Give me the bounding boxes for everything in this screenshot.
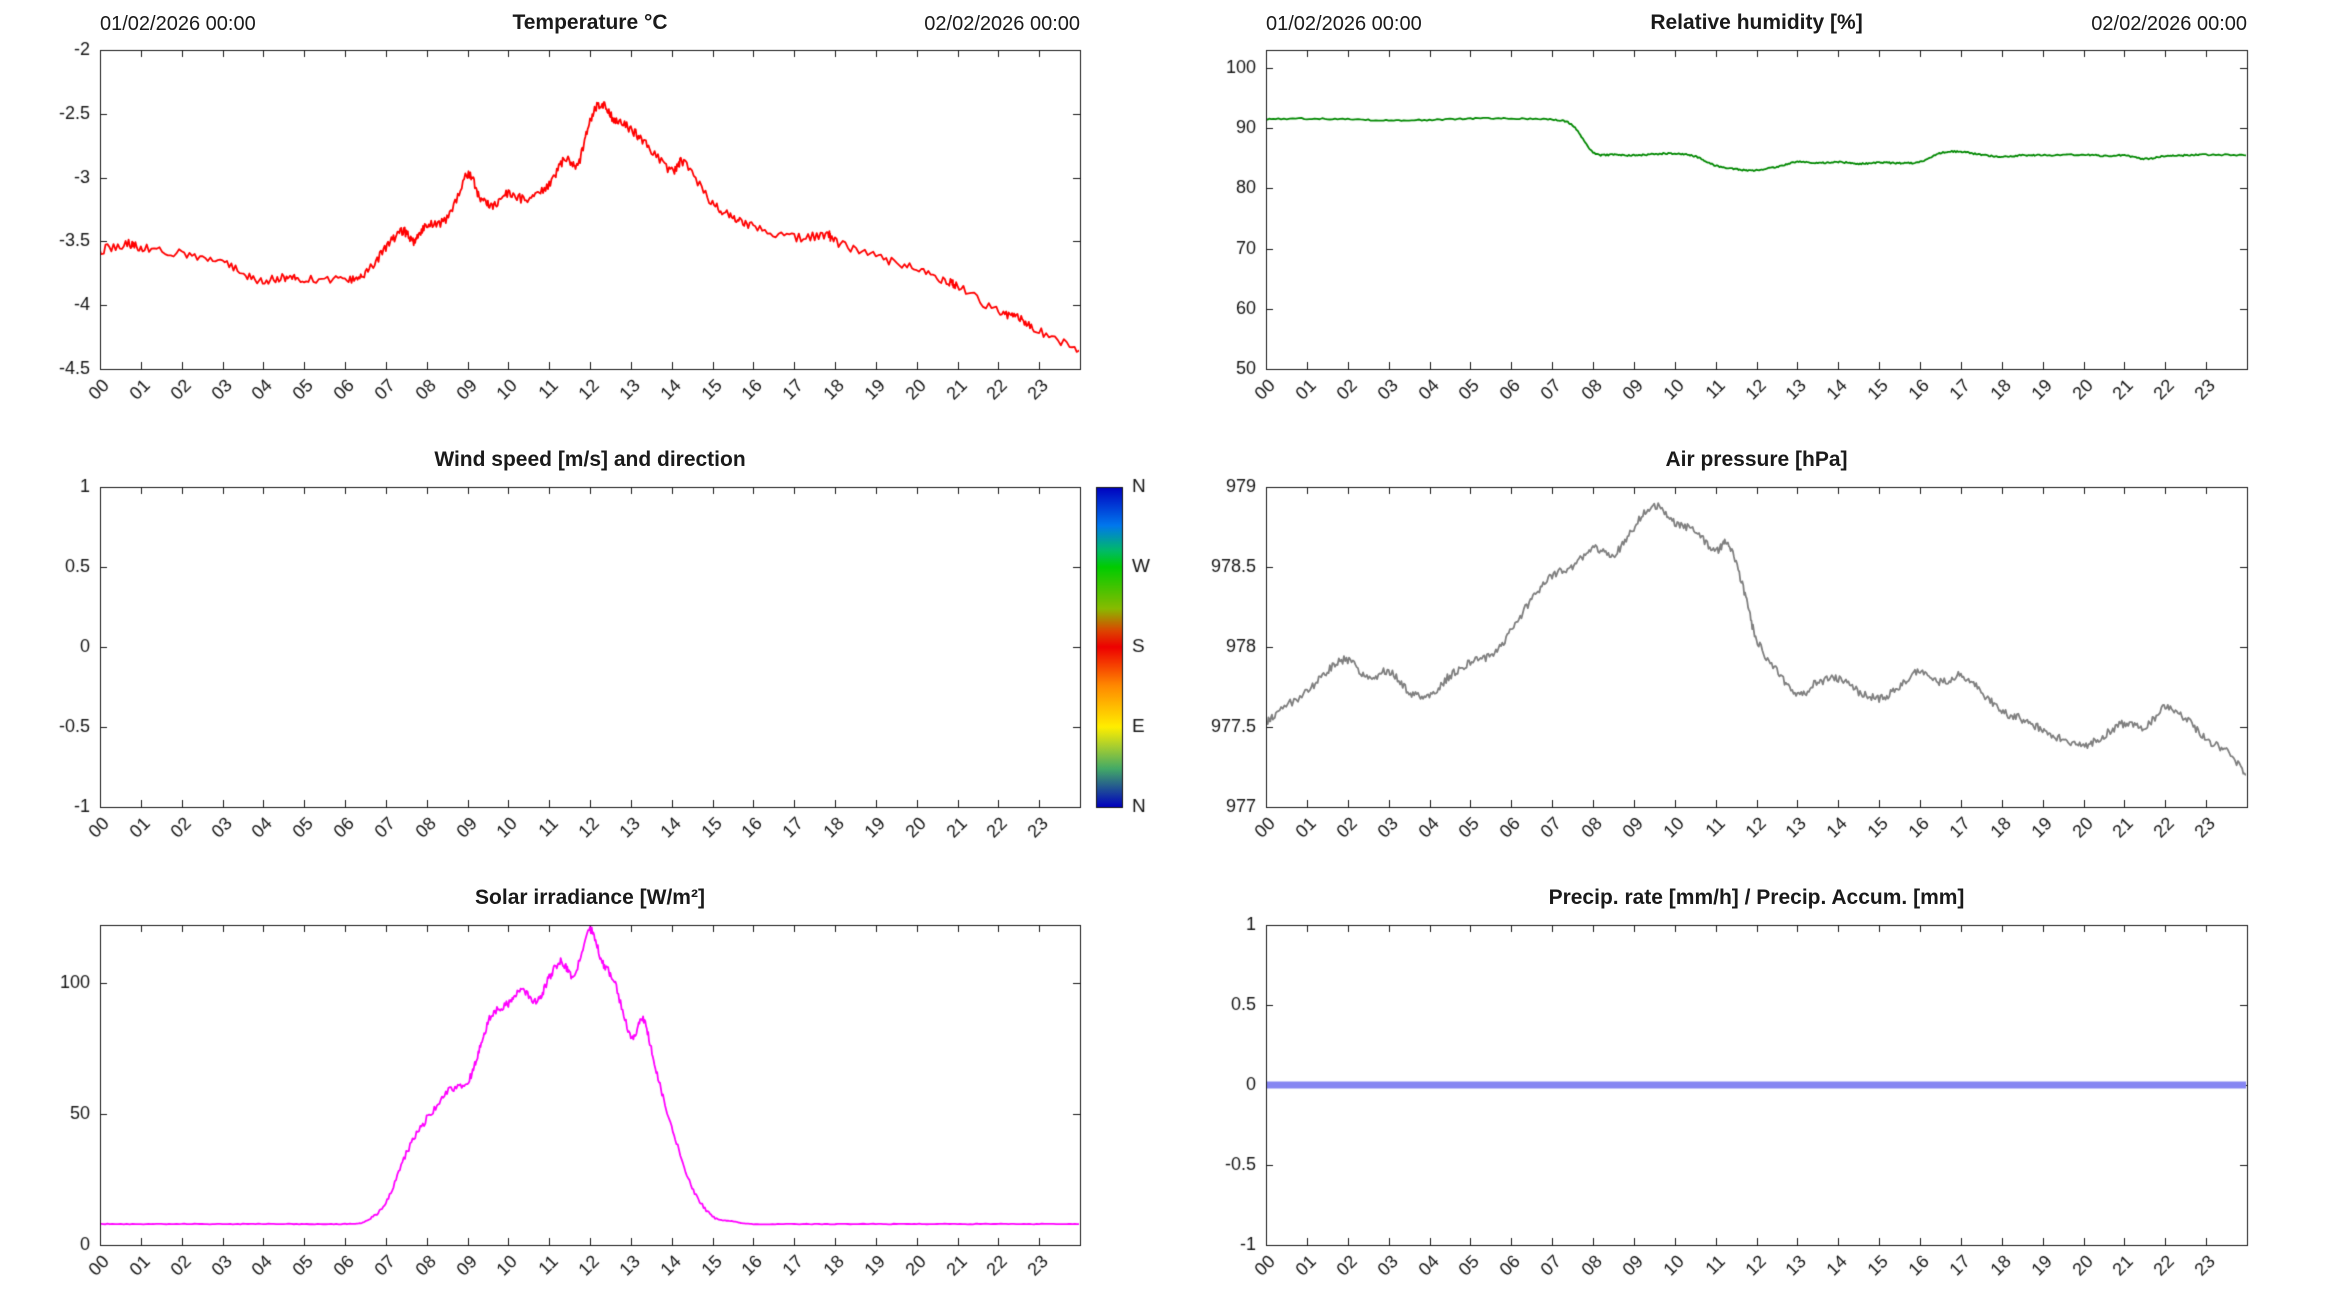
chart-cell-solar: Solar irradiance [W/m²] — [0, 875, 1166, 1313]
chart-cell-temperature: 01/02/2026 00:00 Temperature °C 02/02/20… — [0, 0, 1166, 437]
chart-cell-humidity: 01/02/2026 00:00 Relative humidity [%] 0… — [1166, 0, 2333, 437]
solar-plot-canvas — [0, 875, 1166, 1313]
temperature-plot-canvas — [0, 0, 1166, 437]
humidity-plot-canvas — [1166, 0, 2333, 437]
wind-plot-canvas — [0, 437, 1166, 875]
pressure-plot-canvas — [1166, 437, 2333, 875]
chart-cell-pressure: Air pressure [hPa] — [1166, 437, 2333, 875]
chart-cell-wind: Wind speed [m/s] and direction — [0, 437, 1166, 875]
precip-plot-canvas — [1166, 875, 2333, 1313]
chart-cell-precip: Precip. rate [mm/h] / Precip. Accum. [mm… — [1166, 875, 2333, 1313]
